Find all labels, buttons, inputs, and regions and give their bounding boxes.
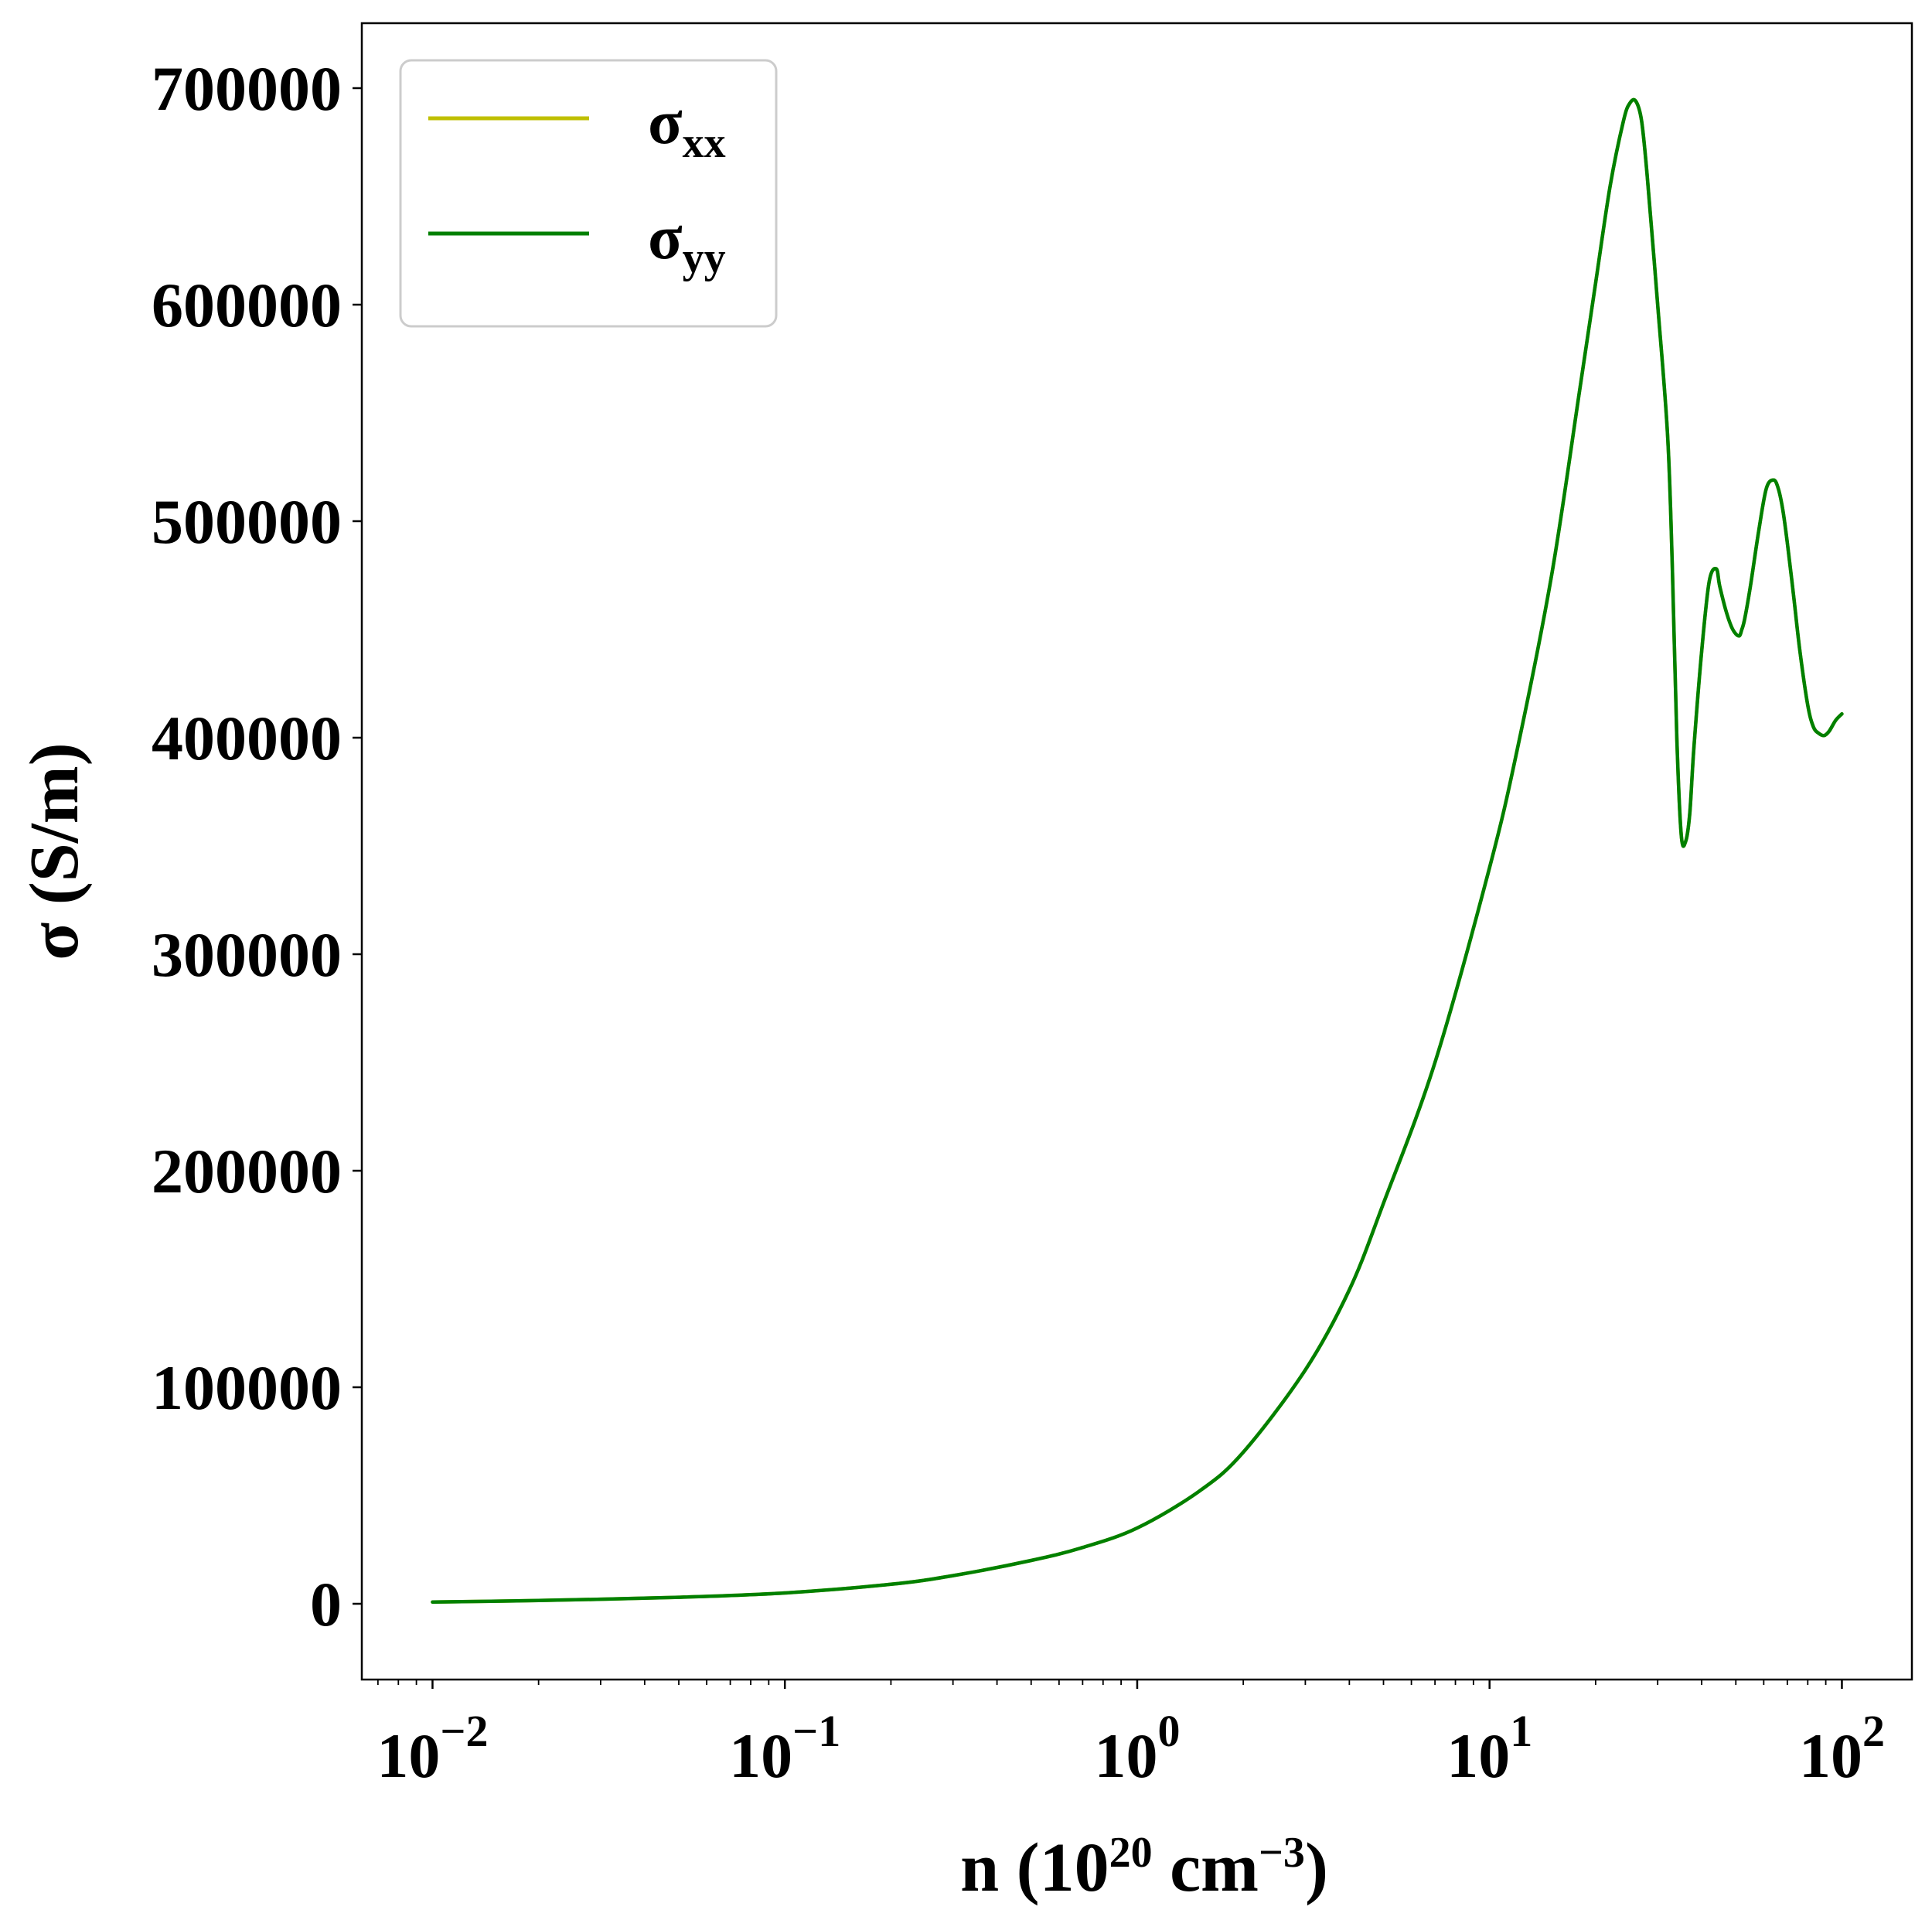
x-axis-label-middle: cm [1153, 1830, 1259, 1906]
legend-label-sigma-yy-base: σ [648, 202, 683, 272]
series-line-sigma-yy [431, 97, 1844, 1605]
y-tick-label: 300000 [152, 919, 342, 990]
x-tick-label: 100 [1094, 1706, 1180, 1791]
y-tick-label: 700000 [152, 53, 342, 124]
x-axis: 10−2 10−1 100 101 102 [377, 1680, 1885, 1791]
y-tick-label: 0 [310, 1569, 342, 1639]
x-axis-label-exp1: 20 [1109, 1829, 1153, 1877]
legend-label-sigma-xx: σxx [648, 87, 726, 167]
x-axis-label-prefix: n (10 [960, 1830, 1109, 1906]
y-tick-label: 400000 [152, 703, 342, 773]
x-tick-label: 101 [1446, 1706, 1532, 1791]
legend-label-sigma-xx-sub: xx [683, 119, 726, 167]
x-axis-label: n (1020 cm−3) [960, 1829, 1328, 1906]
legend-label-sigma-yy: σyy [648, 202, 726, 282]
y-tick-label: 600000 [152, 270, 342, 340]
legend-label-sigma-xx-base: σ [648, 87, 683, 157]
y-tick-label: 200000 [152, 1136, 342, 1206]
legend: σxx σyy [399, 59, 778, 328]
x-axis-label-exp2: −3 [1259, 1829, 1305, 1877]
y-axis: 0 100000 200000 300000 400000 500000 600000 700… [152, 53, 362, 1639]
legend-box [399, 59, 778, 328]
series-layer [431, 97, 1844, 1605]
y-axis-label: σ (S/m) [16, 742, 93, 960]
x-tick-label: 10−1 [729, 1706, 840, 1791]
legend-label-sigma-yy-sub: yy [683, 234, 726, 282]
x-tick-label: 10−2 [377, 1706, 488, 1791]
y-tick-label: 500000 [152, 486, 342, 557]
x-axis-label-suffix: ) [1305, 1830, 1328, 1906]
y-tick-label: 100000 [152, 1352, 342, 1423]
x-tick-label: 102 [1799, 1706, 1885, 1791]
